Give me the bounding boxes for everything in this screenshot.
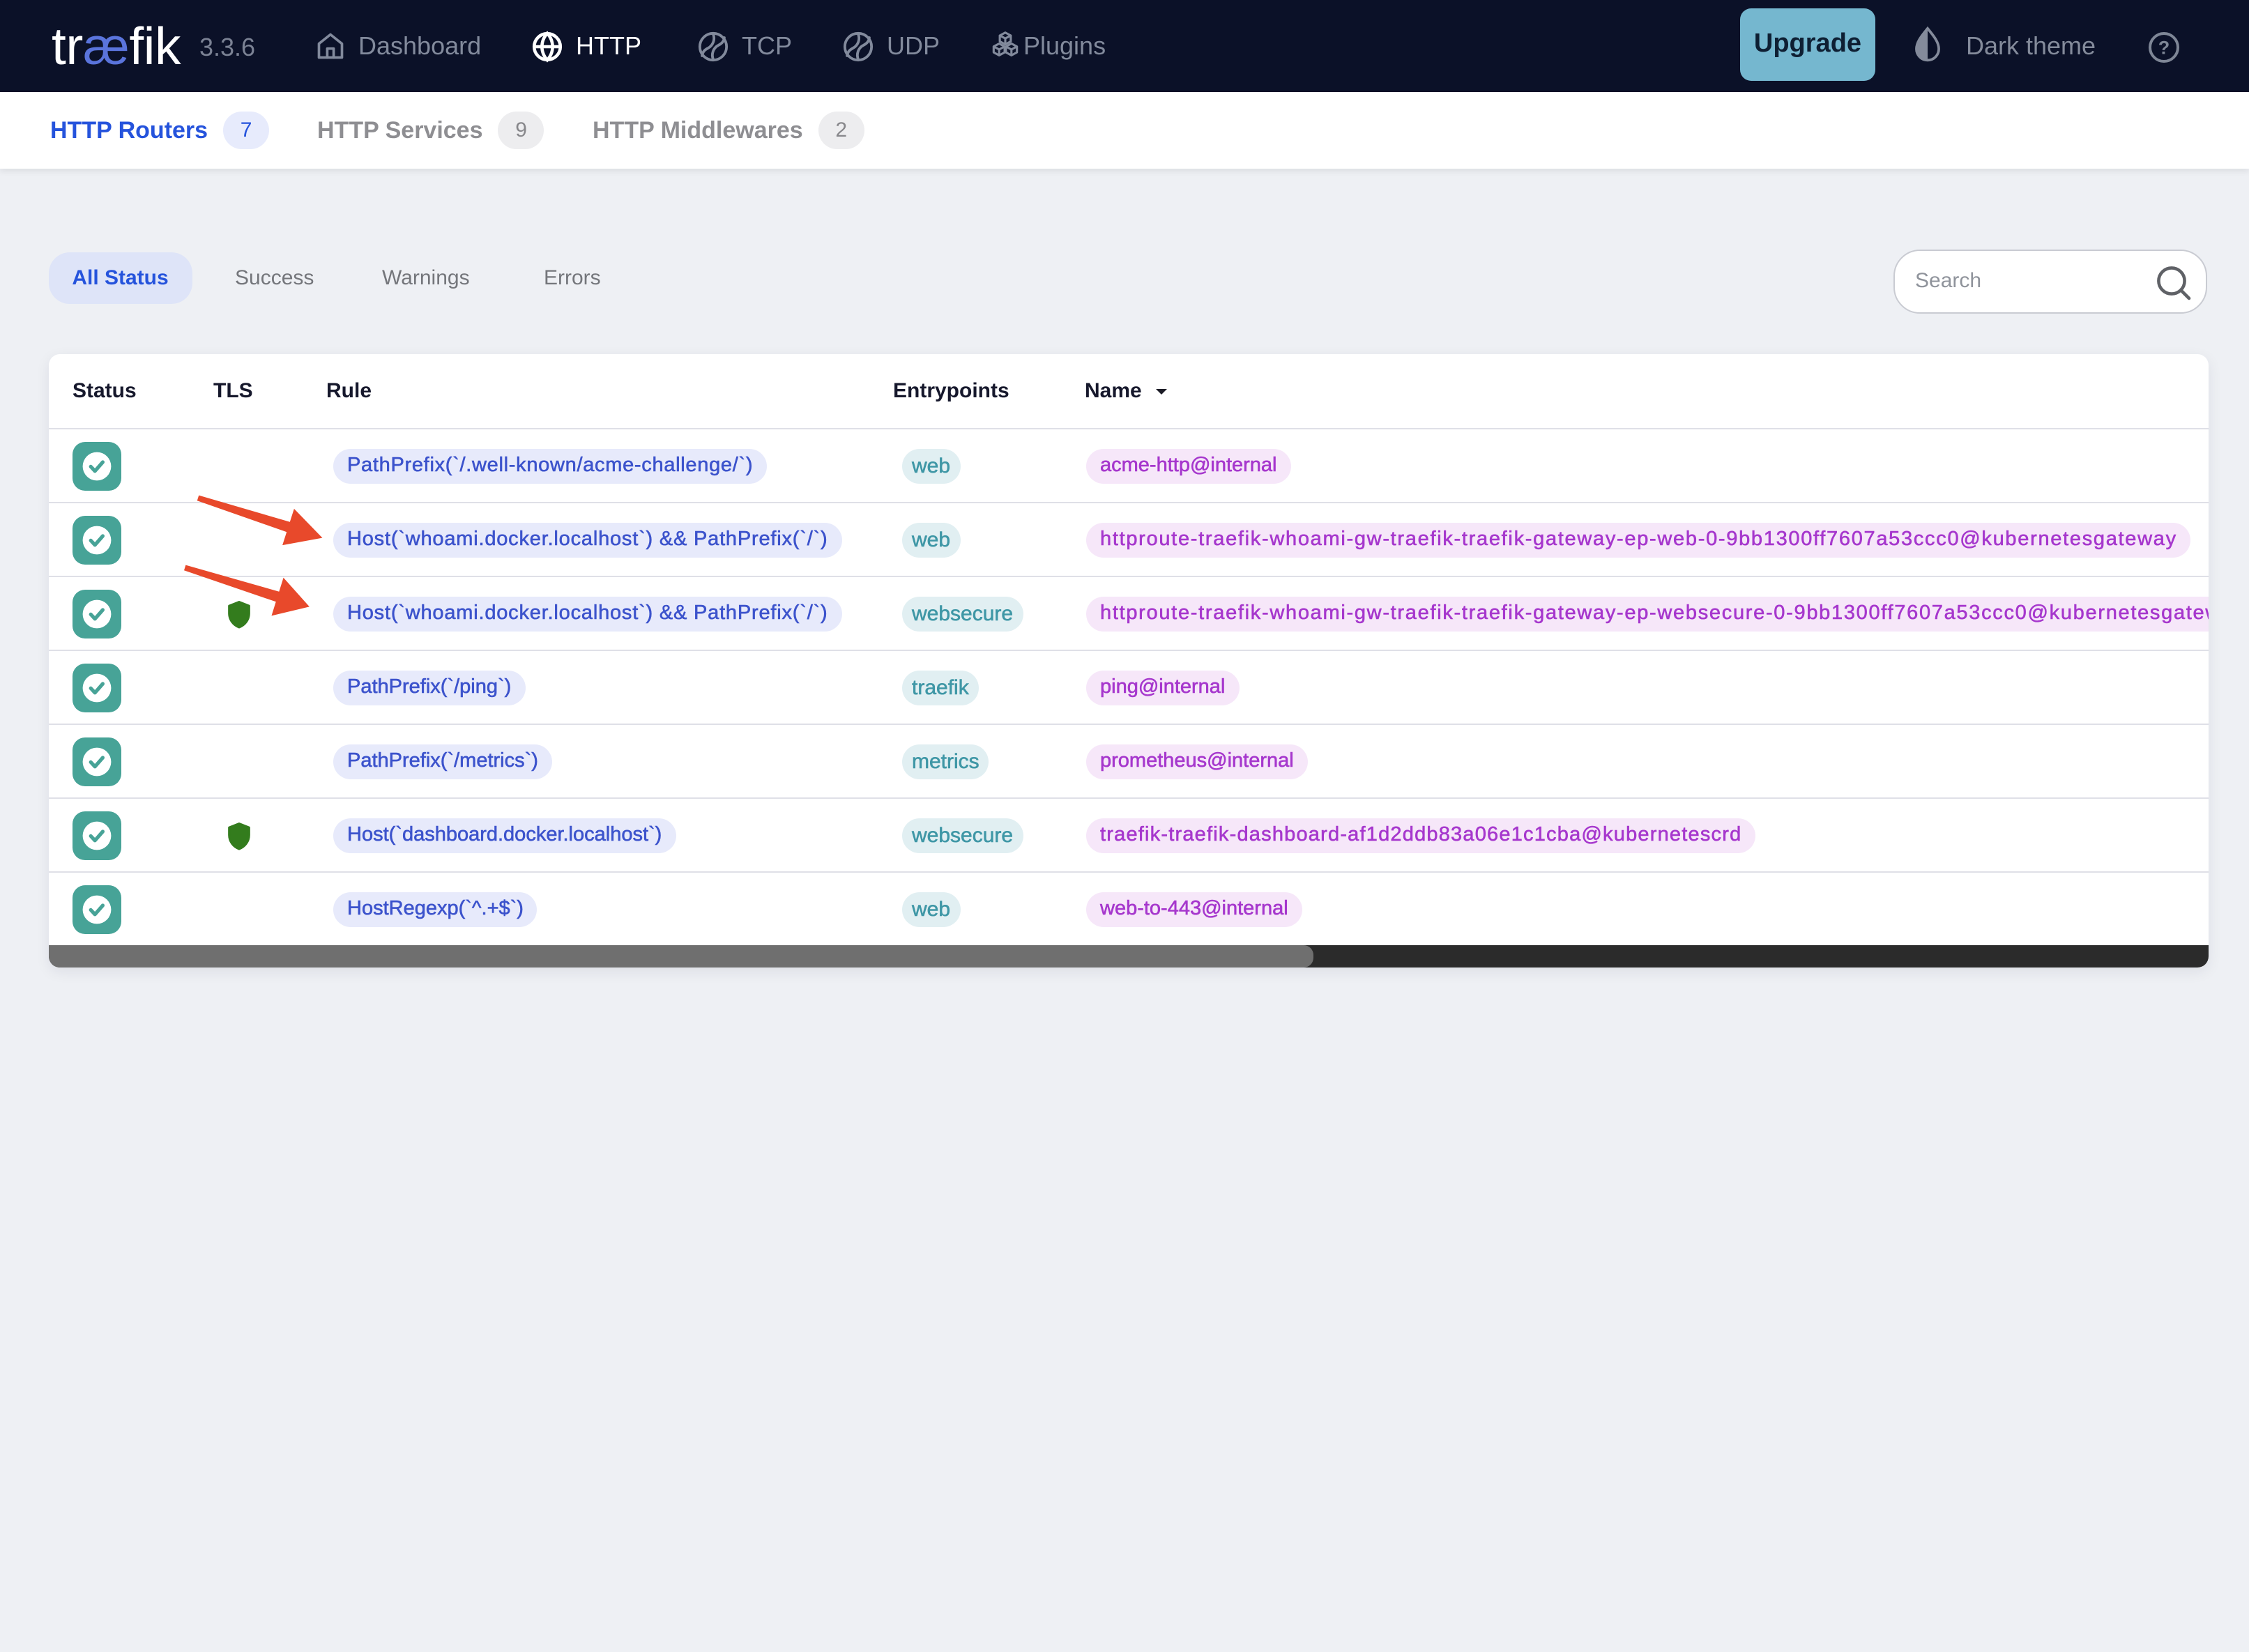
- svg-text:?: ?: [2158, 38, 2170, 59]
